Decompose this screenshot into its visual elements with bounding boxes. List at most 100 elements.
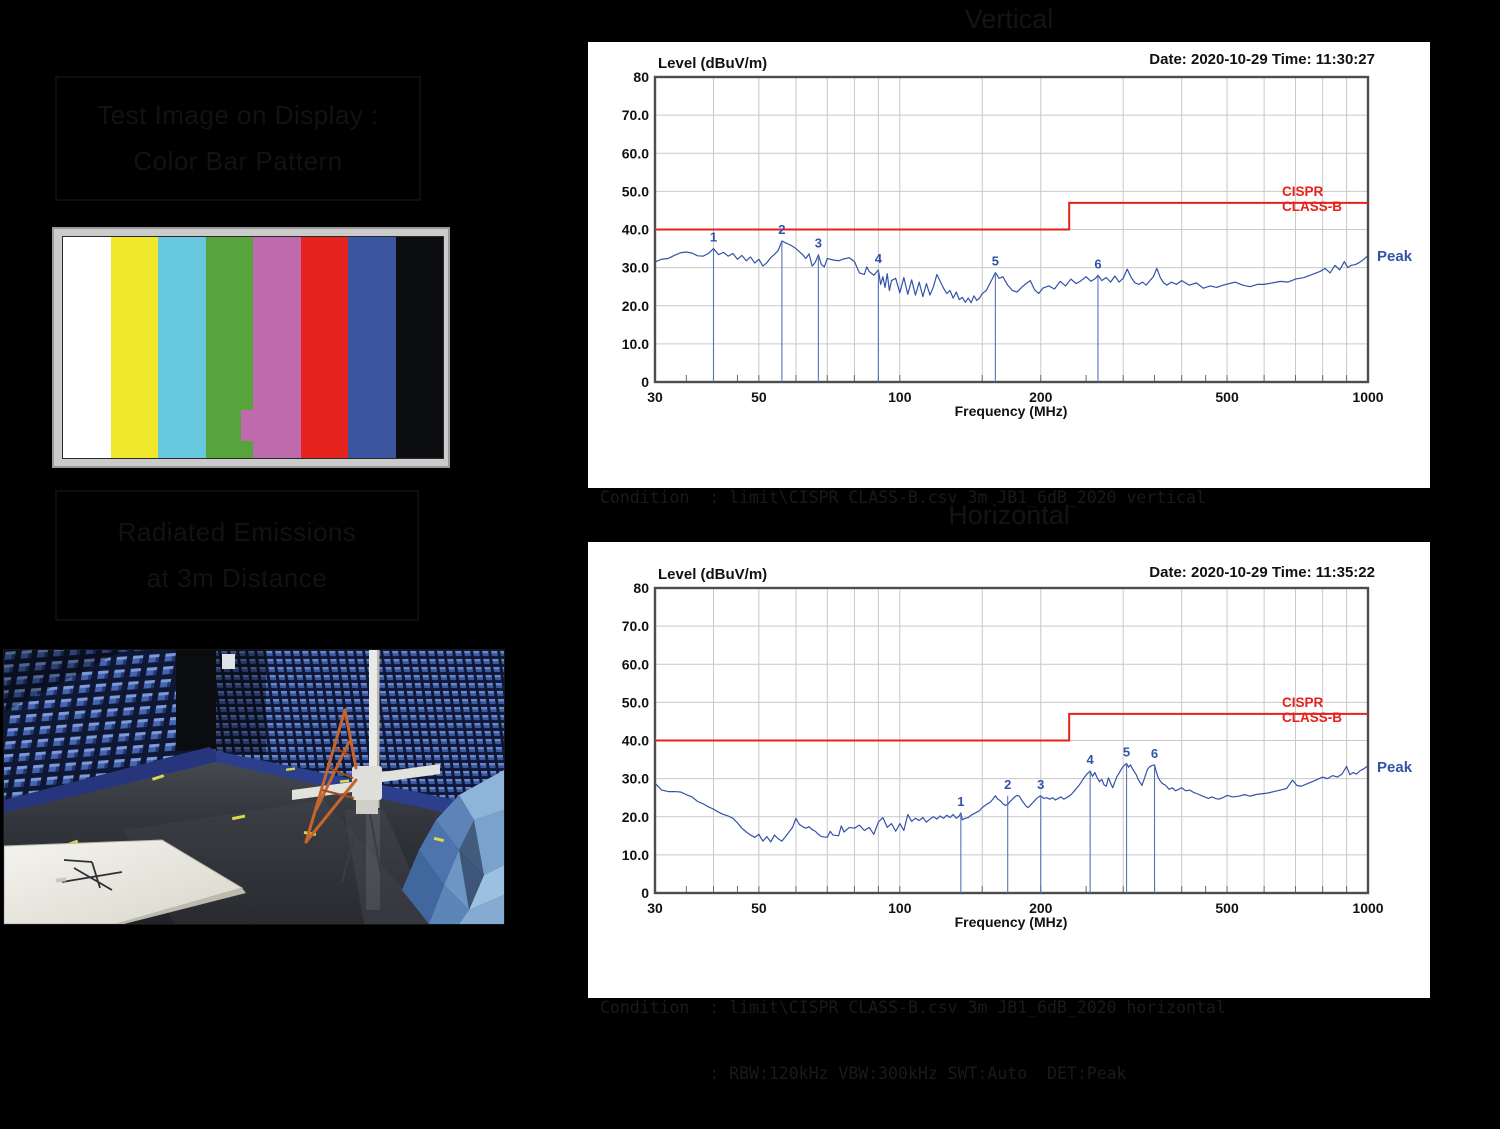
mast-reflection [366,810,380,910]
chart-datetime: Date: 2020-10-29 Time: 11:35:22 [1149,564,1375,581]
emissions-caption-line1: Radiated Emissions [117,517,357,547]
x-tick-label: 30 [647,389,663,405]
y-tick-label: 10.0 [622,847,649,863]
antenna-mast [369,650,379,808]
x-tick-label: 500 [1215,900,1239,916]
marker-label-4: 4 [1087,752,1095,767]
chart-section-title-vertical: Vertical [964,4,1054,34]
x-tick-label: 500 [1215,389,1239,405]
condition-block: Condition : limit\CISPR CLASS-B.csv 3m J… [600,953,1226,1129]
x-tick-label: 30 [647,900,663,916]
dut-base [55,877,67,883]
y-tick-label: 20.0 [622,809,649,825]
y-tick-label: 60.0 [622,145,649,161]
x-tick-label: 1000 [1352,900,1383,916]
color-bar [300,237,348,458]
marker-label-4: 4 [875,251,883,266]
color-bar-screen [62,236,444,459]
trace-legend-peak: Peak [1377,248,1413,265]
y-tick-label: 80 [633,69,649,85]
table-edge [116,888,246,924]
wall-shadow [216,650,266,755]
wall-shadow [4,650,124,712]
y-tick-label: 30.0 [622,260,649,276]
y-axis-title: Level (dBuV/m) [658,55,768,72]
y-tick-label: 20.0 [622,298,649,314]
y-tick-label: 0 [641,885,649,901]
wall-camera-box [222,654,235,669]
antenna-hub [352,766,382,800]
limit-line-label: CISPR CLASS-B [1282,695,1342,725]
trace-legend-peak: Peak [1377,759,1413,776]
plot-area-vertical: 1 2 3 4 5 6 0 10.0 20.0 30.0 40.0 50.0 60.0 70.0 80 30 5… [622,69,1384,405]
limit-line-label: CISPR CLASS-B [1282,184,1342,214]
device-under-test [61,859,123,891]
x-axis-title: Frequency (MHz) [954,403,1068,419]
test-image-caption-line1: Test Image on Display : [97,100,379,130]
wall-base-strip [4,747,216,813]
color-bar-notch [241,410,255,441]
condition-line1: Condition : limit\CISPR CLASS-B.csv 3m J… [600,488,1206,507]
y-tick-label: 50.0 [622,183,649,199]
y-tick-label: 80 [633,580,649,596]
antenna-tripod [341,813,383,889]
test-image-caption-line2: Color Bar Pattern [133,145,343,176]
emission-chart-vertical: Date: 2020-10-29 Time: 11:30:27 Level (d… [588,42,1430,573]
y-tick-label: 70.0 [622,618,649,634]
test-image-caption-box: Test Image on Display : Color Bar Patter… [55,76,421,201]
log-periodic-rungs [321,747,355,799]
antenna-arm-right [382,764,440,782]
color-bar [63,237,111,458]
marker-label-1: 1 [957,794,964,809]
x-tick-label: 100 [888,900,912,916]
chart-datetime: Date: 2020-10-29 Time: 11:30:27 [1149,51,1375,68]
marker-label-1: 1 [710,230,717,245]
peak-trace [654,762,1369,843]
color-bar-display [52,227,450,468]
y-tick-label: 30.0 [622,771,649,787]
x-tick-label: 1000 [1352,389,1383,405]
plot-area-horizontal: 1 2 3 4 5 6 0 10.0 20.0 30.0 40.0 50.0 60.0 70.0 80 30 5… [622,580,1384,916]
y-tick-label: 40.0 [622,222,649,238]
y-tick-label: 0 [641,374,649,390]
marker-label-3: 3 [1037,777,1044,792]
y-tick-label: 60.0 [622,656,649,672]
chart-section-title-horizontal: Horizontal [948,500,1070,530]
absorber-blocks-foreground [402,770,504,924]
x-tick-label: 100 [888,389,912,405]
marker-label-5: 5 [992,254,999,269]
color-bar [110,237,158,458]
marker-label-3: 3 [815,236,822,251]
y-tick-label: 50.0 [622,694,649,710]
report-page: Test Image on Display : Color Bar Patter… [3,4,1430,1083]
marker-label-6: 6 [1094,256,1101,271]
condition-line1: Condition : limit\CISPR CLASS-B.csv 3m J… [600,998,1226,1017]
emissions-caption-line2: at 3m Distance [146,562,328,593]
log-periodic-elements [304,708,358,844]
y-axis-title: Level (dBuV/m) [658,566,768,583]
antenna-hub-lower [356,800,378,814]
emission-chart-horizontal: Date: 2020-10-29 Time: 11:35:22 Level (d… [588,542,1430,1083]
emissions-caption-box: Radiated Emissions at 3m Distance [55,490,419,621]
chamber-door [176,650,216,751]
peak-trace [654,240,1369,304]
antenna-mast-shade [377,650,380,808]
color-bar [395,237,443,458]
chamber-photo [3,649,505,925]
marker-label-2: 2 [1004,777,1011,792]
color-bar [158,237,206,458]
color-bar [348,237,396,458]
x-tick-label: 200 [1029,900,1053,916]
marker-label-2: 2 [778,222,785,237]
limit-line [655,201,1368,231]
x-tick-label: 200 [1029,389,1053,405]
marker-label-6: 6 [1151,746,1158,761]
color-bar [253,237,301,458]
marker-label-5: 5 [1123,744,1130,759]
x-tick-label: 50 [751,389,767,405]
y-tick-label: 40.0 [622,733,649,749]
condition-line2: : RBW:120kHz VBW:300kHz SWT:Auto DET:Pea… [600,1064,1127,1083]
absorber-left-wall [4,650,209,800]
y-tick-label: 70.0 [622,107,649,123]
y-tick-label: 10.0 [622,336,649,352]
